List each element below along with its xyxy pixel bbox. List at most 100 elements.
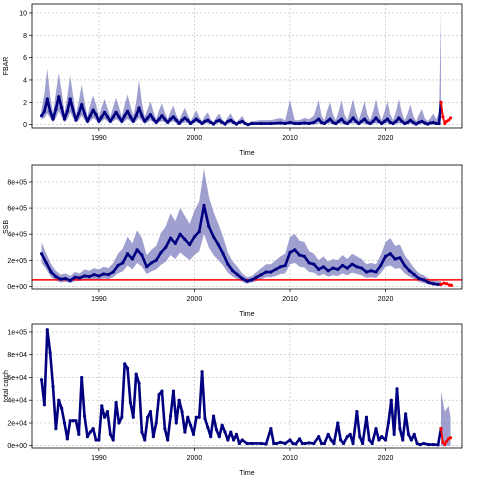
data-point [154, 258, 158, 262]
data-point [371, 119, 375, 123]
data-point [211, 122, 216, 126]
projection-point [439, 100, 443, 104]
data-point [57, 95, 61, 99]
data-point [332, 441, 336, 446]
data-point [217, 435, 221, 439]
y-tick-label: 10 [19, 10, 27, 17]
x-tick-label: 2020 [378, 455, 394, 462]
data-point [317, 267, 321, 272]
projection-point [439, 282, 443, 287]
data-point [377, 438, 381, 442]
data-point [337, 119, 341, 123]
data-point [194, 415, 198, 419]
data-point [148, 409, 153, 414]
data-point [120, 119, 124, 123]
data-point [317, 117, 321, 121]
data-point [317, 435, 321, 439]
data-point [365, 120, 369, 125]
data-point [71, 108, 75, 112]
data-point [336, 267, 340, 272]
data-point [143, 119, 147, 123]
data-point [374, 270, 378, 274]
data-point [357, 121, 361, 126]
projection-point [442, 281, 446, 285]
data-point [417, 120, 421, 125]
data-point [42, 109, 47, 113]
plot-frame [31, 164, 463, 290]
data-point [45, 328, 49, 332]
data-point [171, 389, 176, 393]
data-point [392, 432, 396, 436]
data-point [360, 119, 364, 123]
data-point [63, 276, 68, 281]
data-point [108, 119, 112, 123]
x-tick-label: 2010 [282, 135, 298, 142]
data-point [240, 119, 244, 123]
x-tick-label: 2020 [378, 296, 394, 303]
data-point [326, 269, 330, 273]
data-point [229, 118, 233, 122]
data-point [319, 120, 324, 125]
data-point [88, 430, 92, 434]
data-point [131, 119, 135, 123]
data-point [103, 110, 107, 114]
data-point [420, 119, 424, 123]
data-point [404, 412, 408, 416]
data-point [422, 278, 426, 282]
data-point [106, 273, 111, 277]
data-point [436, 443, 440, 447]
data-point [131, 415, 135, 419]
data-point [116, 263, 120, 268]
data-point [137, 381, 141, 385]
data-point [312, 120, 316, 125]
data-point [168, 117, 173, 121]
data-point [82, 111, 87, 116]
data-point [348, 119, 352, 123]
data-point [194, 117, 198, 121]
panel-fbar: 1990 2000 2010 2020 0 2 4 6 8 10 Time FBAR [3, 3, 463, 157]
data-point [297, 121, 302, 126]
data-point [393, 257, 397, 261]
data-point [345, 121, 349, 126]
data-point [160, 389, 164, 393]
data-point [151, 435, 155, 439]
data-point [336, 421, 340, 425]
data-point [203, 119, 207, 123]
data-point [250, 121, 254, 126]
data-point [206, 118, 210, 122]
data-point [383, 438, 388, 442]
data-point [149, 261, 154, 265]
data-point [78, 276, 82, 280]
data-point [354, 119, 358, 123]
data-point [103, 415, 107, 419]
data-point [143, 438, 147, 442]
data-point [71, 419, 75, 423]
data-point [407, 269, 412, 273]
data-point [272, 441, 276, 446]
data-point [117, 421, 121, 425]
data-point [174, 421, 178, 425]
plot-frame [31, 3, 463, 129]
data-point [431, 120, 435, 125]
projection-point [448, 116, 453, 120]
data-point [192, 235, 197, 239]
data-point [174, 118, 178, 122]
data-point [422, 441, 426, 446]
data-point [431, 282, 435, 286]
data-point [351, 441, 355, 446]
data-point [163, 427, 167, 431]
data-point [68, 419, 72, 423]
confidence-band [41, 168, 441, 286]
y-axis-title: total catch [3, 370, 10, 402]
data-point [408, 118, 412, 122]
data-point [146, 415, 150, 419]
data-point [275, 441, 279, 446]
data-point [62, 421, 67, 425]
data-point [254, 275, 259, 279]
data-point [226, 119, 230, 123]
data-point [48, 109, 52, 113]
data-point [288, 250, 292, 255]
data-point [137, 106, 141, 110]
data-point [322, 121, 326, 126]
data-point [134, 372, 138, 376]
